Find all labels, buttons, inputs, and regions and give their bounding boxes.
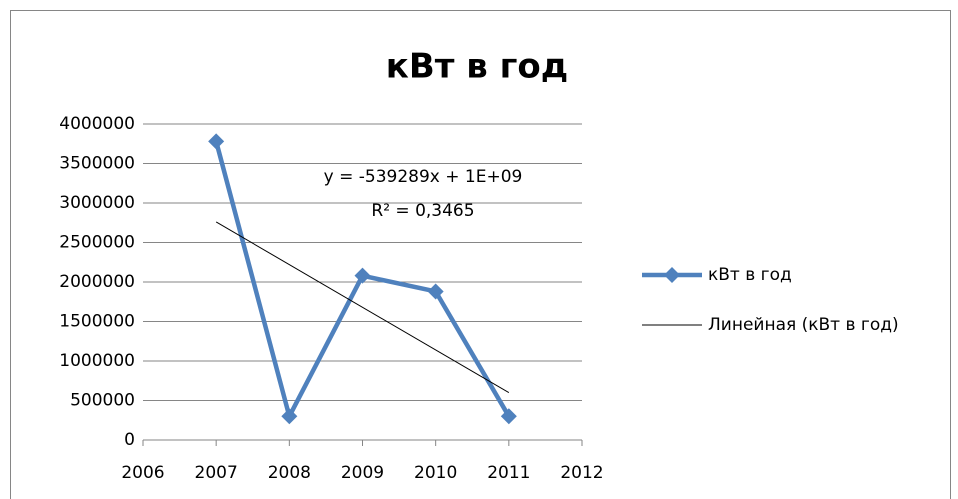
point-marker [354, 267, 371, 284]
trend-r-squared: R² = 0,3465 [371, 201, 474, 221]
y-tick-label: 1500000 [59, 312, 135, 332]
x-tick-label: 2007 [195, 463, 238, 483]
legend-label: Линейная (кВт в год) [708, 315, 899, 335]
x-tick-label: 2009 [341, 463, 384, 483]
x-tick-label: 2010 [414, 463, 457, 483]
y-tick-label: 3000000 [59, 193, 135, 213]
x-tick-label: 2012 [560, 463, 603, 483]
x-tick-label: 2008 [268, 463, 311, 483]
point-marker [208, 133, 225, 150]
legend-label: кВт в год [708, 265, 792, 285]
y-tick-label: 3500000 [59, 154, 135, 174]
y-tick-label: 4000000 [59, 114, 135, 134]
trend-equation: y = -539289x + 1E+09 [324, 167, 523, 187]
y-tick-label: 1000000 [59, 351, 135, 371]
chart-border [10, 10, 951, 499]
x-tick-label: 2006 [121, 463, 164, 483]
y-tick-label: 2500000 [59, 233, 135, 253]
legend-marker [664, 267, 680, 283]
x-tick-label: 2011 [487, 463, 530, 483]
y-tick-label: 0 [124, 430, 135, 450]
point-marker [427, 283, 444, 300]
point-marker [281, 408, 298, 425]
y-tick-label: 500000 [70, 391, 135, 411]
point-marker [500, 408, 517, 425]
chart-title: кВт в год [386, 47, 568, 87]
series-line [215, 221, 510, 394]
y-tick-label: 2000000 [59, 272, 135, 292]
